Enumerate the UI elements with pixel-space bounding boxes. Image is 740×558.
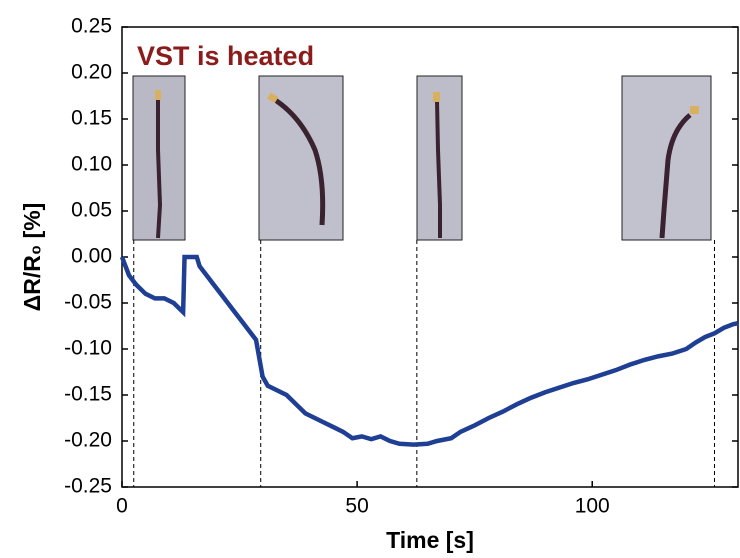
y-tick-label: 0.05 (71, 199, 112, 222)
y-tick-label: 0.25 (71, 15, 112, 38)
photo (621, 75, 712, 241)
y-tick-label: -0.25 (64, 475, 112, 498)
annotation: VST is heated (137, 41, 314, 71)
data-line (119, 254, 739, 447)
y-tick-label: 0.20 (71, 61, 112, 84)
photo (416, 75, 463, 241)
x-axis-title: Time [s] (386, 527, 474, 553)
x-tick-label: 50 (345, 495, 368, 518)
y-tick-label: -0.15 (64, 383, 112, 406)
y-tick-label: 0.10 (71, 153, 112, 176)
y-tick-label: 0.15 (71, 107, 112, 130)
y-tick-label: -0.20 (64, 429, 112, 452)
y-tick-label: -0.10 (64, 337, 112, 360)
y-tick-label: -0.05 (64, 291, 112, 314)
y-tick-label: 0.00 (71, 245, 112, 268)
y-axis-title: ΔR/R₀ [%] (19, 203, 45, 312)
photo (258, 75, 344, 241)
photo (132, 75, 186, 241)
x-tick-label: 0 (116, 495, 128, 518)
x-tick-label: 100 (575, 495, 610, 518)
photos (132, 75, 712, 241)
